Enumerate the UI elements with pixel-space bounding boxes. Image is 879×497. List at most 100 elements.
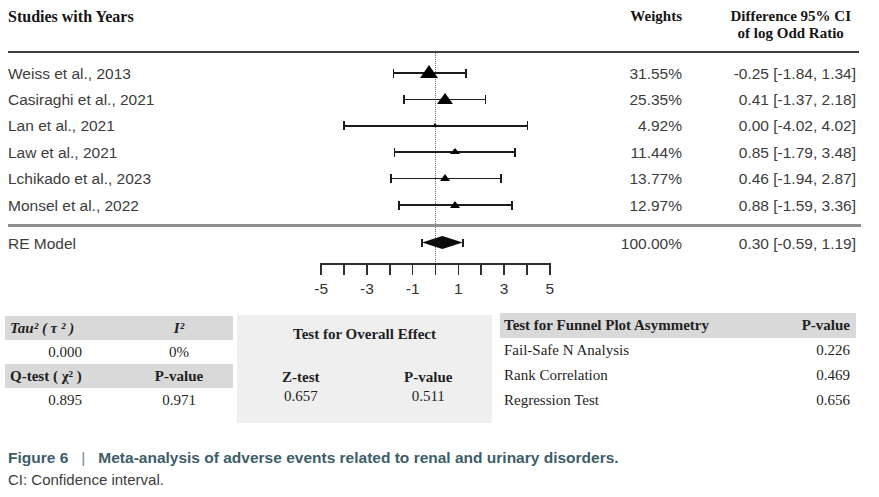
forest-row: Casiraghi et al., 2021 25.35%0.41 [-1.37,… xyxy=(0,86,879,113)
axis-tick xyxy=(366,263,368,275)
qtest-value: 0.895 xyxy=(5,392,125,409)
study-estimate: -0.25 [-1.84, 1.34] xyxy=(681,60,856,87)
study-weight: 11.44% xyxy=(587,139,682,166)
point-estimate-triangle xyxy=(440,174,450,181)
studies-column-header: Studies with Years xyxy=(8,8,134,26)
ci-cap-left xyxy=(398,201,400,210)
axis-tick-label: 5 xyxy=(534,280,566,298)
weights-column-header: Weights xyxy=(630,8,682,25)
funnel-asymmetry-table: Test for Funnel Plot Asymmetry P-value F… xyxy=(500,313,856,413)
study-estimate: 0.00 [-4.02, 4.02] xyxy=(681,112,856,139)
qtest-label: Q-test ( χ² ) xyxy=(5,368,125,385)
study-weight: 12.97% xyxy=(587,192,682,219)
table-row: Fail-Safe N Analysis 0.226 xyxy=(500,338,856,363)
table-row: Regression Test 0.656 xyxy=(500,388,856,413)
diamond-cap-right xyxy=(462,239,464,247)
forest-row: Monsel et al., 2022 12.97%0.88 [-1.59, 3.… xyxy=(0,192,879,219)
funnel-pvalue-header: P-value xyxy=(776,317,856,334)
study-label: Lchikado et al., 2023 xyxy=(8,165,151,192)
study-estimate: 0.85 [-1.79, 3.48] xyxy=(681,139,856,166)
difference-column-header: Difference 95% CI of log Odd Ratio xyxy=(730,8,851,42)
axis-tick-label: -1 xyxy=(397,280,429,298)
tau2-label: Tau² ( τ ² ) xyxy=(5,320,125,337)
difference-header-line2: of log Odd Ratio xyxy=(730,25,851,42)
study-weight: 4.92% xyxy=(587,112,682,139)
study-weight: 25.35% xyxy=(587,86,682,113)
axis-tick xyxy=(412,263,414,275)
overall-effect-grid: Z-test P-value 0.657 0.511 xyxy=(237,369,492,405)
forest-row: Law et al., 2021 11.44%0.85 [-1.79, 3.48] xyxy=(0,139,879,166)
funnel-row-label: Fail-Safe N Analysis xyxy=(500,342,776,359)
funnel-row-label: Rank Correlation xyxy=(500,367,776,384)
table-header-row: Test for Funnel Plot Asymmetry P-value xyxy=(500,313,856,338)
ci-cap-right xyxy=(514,148,516,157)
axis-tick xyxy=(458,263,460,275)
i2-value: 0% xyxy=(125,344,233,361)
ci-cap-left xyxy=(394,148,396,157)
overall-effect-panel: Test for Overall Effect Z-test P-value 0… xyxy=(237,315,492,423)
pvalue-label: P-value xyxy=(365,369,493,386)
point-estimate-triangle xyxy=(437,93,453,104)
funnel-row-value: 0.469 xyxy=(776,367,856,384)
ci-cap-left xyxy=(393,69,395,78)
re-model-row: RE Model 100.00%0.30 [-0.59, 1.19] xyxy=(0,230,879,257)
ci-cap-left xyxy=(390,174,392,183)
re-model-estimate: 0.30 [-0.59, 1.19] xyxy=(681,230,856,257)
ci-cap-right xyxy=(465,69,467,78)
table-row: Rank Correlation 0.469 xyxy=(500,363,856,388)
funnel-row-value: 0.656 xyxy=(776,392,856,409)
axis-tick xyxy=(320,263,322,275)
funnel-row-label: Regression Test xyxy=(500,392,776,409)
table-row: Tau² ( τ ² ) I² xyxy=(5,316,233,340)
funnel-row-value: 0.226 xyxy=(776,342,856,359)
axis-tick xyxy=(435,263,437,275)
study-label: Monsel et al., 2022 xyxy=(8,192,139,219)
caption-note: CI: Confidence interval. xyxy=(8,471,164,488)
axis-tick-label: -5 xyxy=(305,280,337,298)
table-row: Q-test ( χ² ) P-value xyxy=(5,364,233,388)
caption-separator: | xyxy=(81,449,85,466)
study-weight: 13.77% xyxy=(587,165,682,192)
point-estimate-triangle xyxy=(450,148,460,154)
ci-cap-right xyxy=(500,174,502,183)
study-weight: 31.55% xyxy=(587,60,682,87)
overall-effect-title: Test for Overall Effect xyxy=(237,315,492,343)
funnel-table-title: Test for Funnel Plot Asymmetry xyxy=(500,317,776,334)
table-row: 0.000 0% xyxy=(5,340,233,364)
i2-label: I² xyxy=(125,320,233,337)
diamond-cap-left xyxy=(421,239,423,247)
summary-diamond xyxy=(422,236,463,249)
ztest-label: Z-test xyxy=(237,369,365,386)
point-estimate-triangle xyxy=(432,123,438,127)
study-estimate: 0.41 [-1.37, 2.18] xyxy=(681,86,856,113)
figure-caption: Figure 6 | Meta-analysis of adverse events… xyxy=(8,449,619,467)
study-estimate: 0.88 [-1.59, 3.36] xyxy=(681,192,856,219)
ci-cap-left xyxy=(343,121,345,130)
difference-header-line1: Difference 95% CI xyxy=(730,8,851,25)
axis-tick xyxy=(480,263,482,275)
ci-cap-right xyxy=(527,121,529,130)
summary-separator-rule xyxy=(8,224,861,227)
top-rule xyxy=(8,51,859,53)
study-label: Weiss et al., 2013 xyxy=(8,60,131,87)
axis-tick xyxy=(389,263,391,275)
axis-tick xyxy=(526,263,528,275)
ci-cap-left xyxy=(403,95,405,104)
table-row: 0.895 0.971 xyxy=(5,388,233,412)
re-model-weight: 100.00% xyxy=(587,230,682,257)
heterogeneity-table: Tau² ( τ ² ) I² 0.000 0% Q-test ( χ² ) P… xyxy=(5,316,233,412)
caption-title: Meta-analysis of adverse events related … xyxy=(98,449,618,466)
forest-row: Weiss et al., 2013 31.55%-0.25 [-1.84, 1.… xyxy=(0,60,879,87)
axis-tick xyxy=(343,263,345,275)
ci-cap-right xyxy=(511,201,513,210)
forest-row: Lan et al., 2021 4.92%0.00 [-4.02, 4.02] xyxy=(0,112,879,139)
figure-number: Figure 6 xyxy=(8,449,68,466)
point-estimate-triangle xyxy=(420,65,438,78)
pvalue-value: 0.971 xyxy=(125,392,233,409)
axis-tick xyxy=(549,263,551,275)
re-model-label: RE Model xyxy=(8,230,76,257)
ci-cap-right xyxy=(485,95,487,104)
study-label: Law et al., 2021 xyxy=(8,139,117,166)
study-label: Casiraghi et al., 2021 xyxy=(8,86,154,113)
study-label: Lan et al., 2021 xyxy=(8,112,115,139)
